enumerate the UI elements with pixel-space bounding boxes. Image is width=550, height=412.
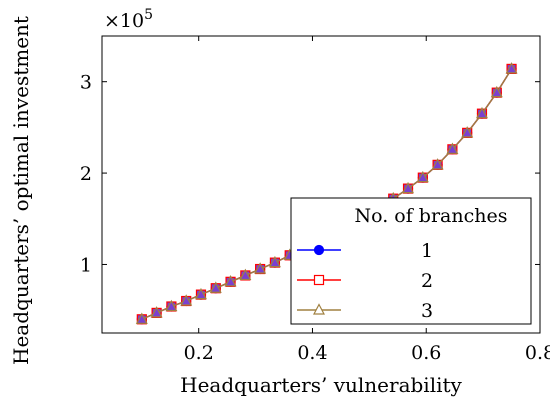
- data-point: [194, 287, 207, 300]
- legend-marker: [313, 303, 325, 315]
- axes-frame: [101, 35, 541, 334]
- legend-entry-3: 3: [297, 300, 433, 322]
- data-point: [268, 255, 281, 268]
- data-point: [416, 170, 429, 183]
- y-multiplier: ×105: [104, 7, 153, 32]
- data-point: [165, 299, 178, 312]
- data-point: [490, 85, 503, 98]
- data-point: [402, 181, 415, 194]
- x-axis-label: Headquarters’ vulnerability: [180, 373, 462, 397]
- axis-ticks: 0.2 0.4 0.6 0.8 1 2 3: [80, 36, 550, 364]
- legend-label: 1: [421, 240, 433, 262]
- data-point: [224, 275, 237, 287]
- x-tick-label: 0.4: [297, 342, 327, 364]
- x-tick-label: 0.6: [411, 342, 441, 364]
- x-tick-label: 0.2: [184, 342, 214, 364]
- data-point: [254, 262, 267, 274]
- legend: No. of branches 1 2 3: [290, 197, 532, 325]
- legend-entry-2: 2: [297, 270, 433, 292]
- data-point: [150, 306, 163, 318]
- legend-label: 3: [421, 300, 433, 322]
- data-point: [239, 268, 252, 281]
- data-point: [475, 106, 488, 119]
- y-tick-label: 2: [80, 163, 92, 185]
- data-point: [209, 281, 222, 293]
- y-axis-label: Headquarters’ optimal investment: [9, 16, 33, 365]
- legend-label: 2: [421, 270, 433, 292]
- data-point: [180, 294, 193, 306]
- y-multiplier-exponent: 5: [144, 7, 153, 23]
- data-point: [461, 126, 474, 138]
- legend-entries: 1 2 3: [297, 240, 433, 322]
- legend-title: No. of branches: [354, 205, 507, 227]
- data-point: [431, 158, 444, 170]
- legend-box: [290, 197, 532, 325]
- y-multiplier-base: ×10: [104, 10, 144, 32]
- legend-entry-1: 1: [297, 240, 433, 262]
- data-point: [505, 62, 518, 74]
- x-tick-label: 0.8: [525, 342, 550, 364]
- y-tick-label: 1: [80, 254, 92, 276]
- legend-marker: [313, 244, 325, 256]
- data-point: [135, 312, 148, 324]
- legend-marker: [313, 274, 325, 286]
- y-tick-label: 3: [80, 72, 92, 94]
- data-point: [446, 142, 459, 154]
